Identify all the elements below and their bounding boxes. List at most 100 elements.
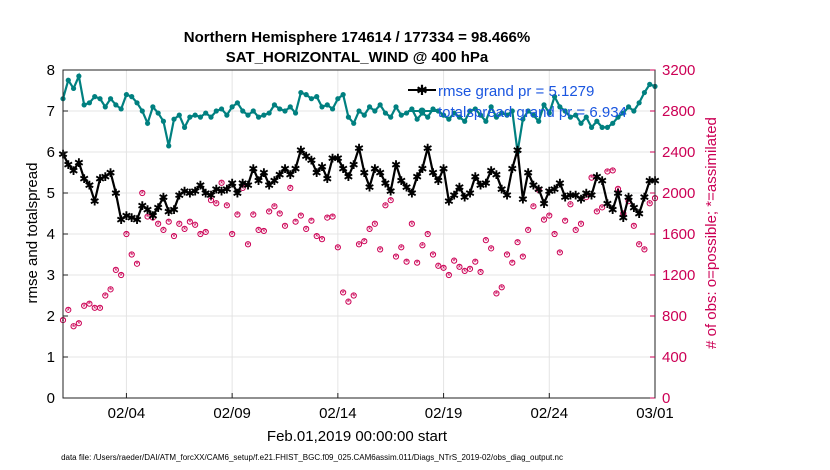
obs-assimilated-point: * [141,189,145,199]
obs-assimilated-point: * [289,184,293,194]
totalspread-point [319,104,325,110]
totalspread-point [530,112,537,118]
obs-assimilated-point: * [278,210,282,220]
rmse-point: ✱ [555,176,565,190]
obs-assimilated-point: * [526,226,530,236]
totalspread-point [240,108,246,114]
rmse-point: ✱ [476,178,486,192]
totalspread-point [366,104,373,110]
obs-possible-point [229,230,236,238]
rmse-point: ✱ [365,180,375,194]
obs-possible-point [572,226,579,233]
obs-assimilated-point: * [88,300,92,310]
chart-subtitle: SAT_HORIZONTAL_WIND @ 400 hPa [226,49,489,66]
obs-possible-point [355,241,363,248]
rmse-point: ✱ [465,187,475,201]
rmse-point: ✱ [380,176,390,190]
rmse-point: ✱ [513,143,523,157]
rmse-point: ✱ [439,162,449,176]
y-right-tick-label: 1600 [662,226,695,243]
obs-assimilated-point: * [553,230,557,240]
obs-possible-point [361,238,368,245]
rmse-point: ✱ [518,193,528,207]
obs-assimilated-point: * [252,211,256,221]
totalspread-point [282,108,288,114]
rmse-point: ✱ [95,172,105,186]
obs-assimilated-point: * [410,220,414,230]
rmse-point: ✱ [354,141,364,155]
obs-assimilated-point: * [215,199,219,209]
rmse-point: ✱ [169,203,179,217]
totalspread-point [102,104,108,110]
obs-assimilated-point: * [125,230,129,240]
totalspread-point [610,120,616,126]
rmse-point: ✱ [185,187,195,201]
obs-possible-point [271,203,278,210]
rmse-point: ✱ [285,168,295,182]
obs-assimilated-point: * [489,244,493,254]
obs-assimilated-point: * [209,196,213,206]
rmse-point: ✱ [211,182,221,196]
rmse-point: ✱ [106,166,116,180]
obs-assimilated-point: * [156,220,160,230]
obs-possible-point [308,217,315,224]
obs-assimilated-point: * [368,225,372,235]
ticks: 0 1 2 3 4 5 6 7 8 0 400 800 1200 1600 2000 2400 2800 3200… [47,62,696,422]
rmse-point: ✱ [132,213,142,227]
obs-possible-point [599,204,606,211]
totalspread-point [472,106,478,112]
obs-assimilated-point: * [378,245,382,255]
totalspread-point [361,112,367,118]
obs-assimilated-point: * [241,184,245,194]
rmse-point: ✱ [402,180,412,194]
totalspread-point [583,114,589,120]
obs-possible-point [133,260,141,267]
obs-assimilated-point: * [183,225,187,235]
rmse-point: ✱ [69,164,79,178]
totalspread-point [493,114,500,120]
totalspread-point [340,92,346,98]
totalspread-point [456,114,463,120]
obs-assimilated-point: * [357,240,361,250]
x-tick-label: 02/19 [425,405,463,422]
totalspread-point [166,143,172,149]
obs-assimilated-point: * [521,253,525,263]
totalspread-point [647,81,653,87]
rmse-point: ✱ [629,201,639,215]
obs-assimilated-point: * [172,232,176,242]
obs-assimilated-point: * [82,302,86,312]
obs-assimilated-point: * [257,226,261,236]
obs-assimilated-point: * [104,292,108,302]
rmse-point: ✱ [195,178,205,192]
totalspread-point [218,106,225,112]
obs-possible-point [414,259,421,266]
obs-possible-point [609,167,616,174]
obs-possible-point [408,220,415,227]
obs-assimilated-point: * [267,207,271,217]
obs-possible-point [535,186,542,194]
rmse-point: ✱ [143,203,153,217]
obs-possible-point [435,262,442,269]
rmse-point: ✱ [550,182,560,196]
obs-assimilated-point: * [114,266,118,276]
obs-possible-point [514,239,521,246]
obs-possible-point [588,174,595,181]
obs-assimilated-point: * [558,248,562,258]
rmse-point: ✱ [370,162,380,176]
rmse-point: ✱ [248,162,258,176]
totalspread-point [144,120,151,126]
rmse-point: ✱ [84,178,94,192]
obs-assimilated-point: * [109,285,113,295]
obs-assimilated-point: * [67,306,71,316]
obs-assimilated-point: * [600,203,604,213]
obs-assimilated-point: * [225,201,229,211]
totalspread-point [70,85,77,92]
obs-assimilated-point: * [643,245,647,255]
obs-assimilated-point: * [569,200,573,210]
totalspread-point [271,102,278,108]
obs-possible-point [419,242,426,249]
obs-assimilated-point: * [606,167,610,177]
obs-possible-point [477,268,484,276]
totalspread-point [499,110,505,116]
